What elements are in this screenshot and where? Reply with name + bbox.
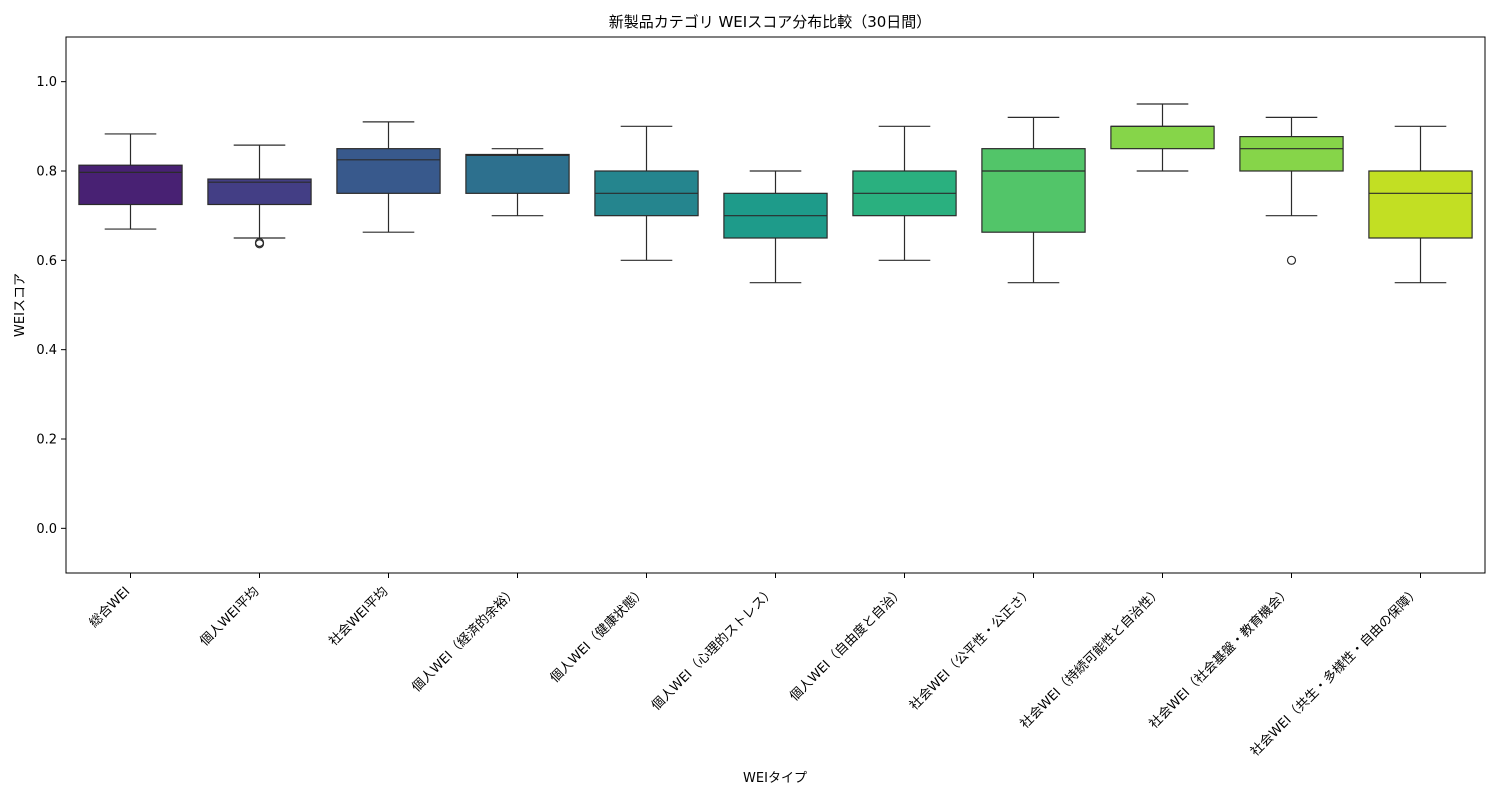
y-tick-label: 0.6 <box>36 254 57 269</box>
x-tick-label: 個人WEI平均 <box>197 584 262 649</box>
x-axis-label: WEIタイプ <box>743 771 807 786</box>
box-group <box>1368 125 1473 284</box>
x-tick-label: 個人WEI（経済的余裕） <box>409 584 521 696</box>
chart-title: 新製品カテゴリ WEIスコア分布比較（30日間） <box>609 13 932 31</box>
box-group <box>723 170 828 284</box>
y-tick-label: 0.4 <box>36 343 57 358</box>
boxes <box>78 103 1473 284</box>
x-axis: 総合WEI 個人WEI平均 社会WEI平均 個人WEI（経済的余裕） 個人WEI（健康状… <box>87 573 1423 760</box>
iqr-box <box>981 148 1086 233</box>
iqr-box <box>1239 136 1344 172</box>
iqr-box <box>1368 170 1473 239</box>
box-group <box>78 133 183 230</box>
box-group <box>1110 103 1215 172</box>
y-tick-label: 0.2 <box>36 433 57 448</box>
x-tick-label: 個人WEI（健康状態） <box>547 584 649 686</box>
box-group <box>594 125 699 261</box>
box-group <box>207 144 312 249</box>
iqr-box <box>1110 125 1215 150</box>
x-tick-label: 社会WEI平均 <box>326 584 392 650</box>
y-tick-label: 0.0 <box>36 522 57 537</box>
iqr-box <box>465 153 570 194</box>
plot-area <box>65 36 1486 574</box>
outlier-point <box>1286 255 1297 265</box>
y-axis: 0.0 0.2 0.4 0.6 0.8 1.0 <box>36 75 66 537</box>
iqr-box <box>336 148 441 194</box>
x-tick-label: 社会WEI（社会基盤・教育機会） <box>1146 584 1294 732</box>
x-tick-label: 個人WEI（心理的ストレス） <box>648 584 778 714</box>
outlier-point <box>254 237 265 248</box>
y-tick-label: 0.8 <box>36 165 57 180</box>
iqr-box <box>207 178 312 206</box>
y-tick-label: 1.0 <box>36 75 57 90</box>
box-group <box>981 116 1086 284</box>
box-group <box>336 121 441 233</box>
y-axis-label: WEIスコア <box>13 273 28 337</box>
x-tick-label: 総合WEI <box>87 584 134 631</box>
x-tick-label: 社会WEI（持続可能性と自治性） <box>1017 584 1165 732</box>
iqr-box <box>78 164 183 206</box>
box-group <box>852 125 957 261</box>
box-group <box>465 148 570 217</box>
x-tick-label: 社会WEI（公平性・公正さ） <box>906 584 1036 714</box>
x-tick-label: 個人WEI（自由度と自治） <box>786 584 907 705</box>
box-group <box>1239 116 1344 265</box>
